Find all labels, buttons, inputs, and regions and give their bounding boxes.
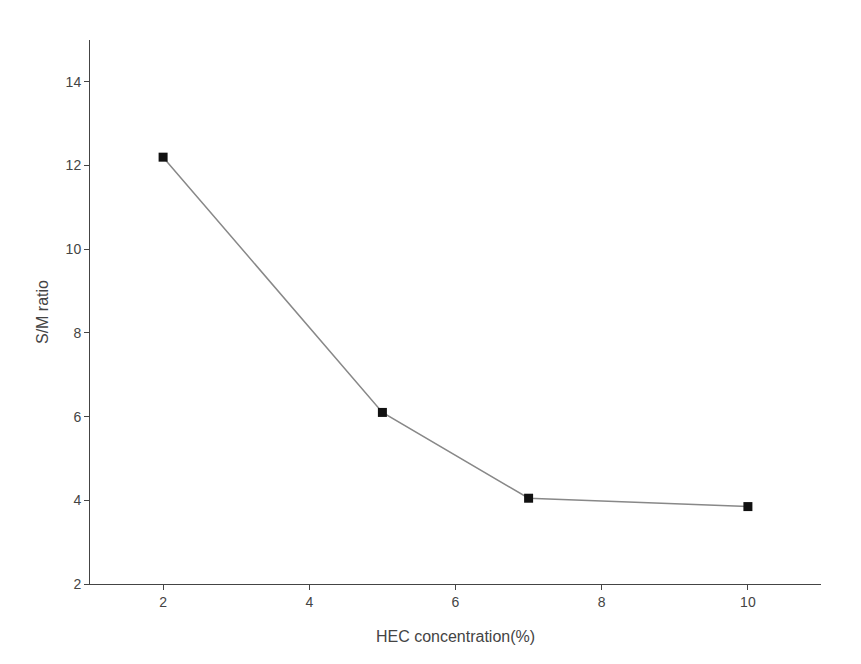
svg-text:4: 4 bbox=[73, 492, 81, 508]
svg-text:10: 10 bbox=[66, 241, 82, 257]
svg-text:12: 12 bbox=[66, 157, 82, 173]
svg-text:2: 2 bbox=[159, 594, 167, 610]
svg-text:6: 6 bbox=[452, 594, 460, 610]
svg-text:6: 6 bbox=[73, 409, 81, 425]
svg-text:4: 4 bbox=[305, 594, 313, 610]
svg-text:2: 2 bbox=[73, 576, 81, 592]
svg-text:14: 14 bbox=[66, 74, 82, 90]
svg-text:S/M ratio: S/M ratio bbox=[34, 280, 51, 344]
svg-text:HEC concentration(%): HEC concentration(%) bbox=[376, 628, 535, 645]
svg-text:8: 8 bbox=[73, 325, 81, 341]
svg-text:10: 10 bbox=[740, 594, 756, 610]
svg-text:8: 8 bbox=[598, 594, 606, 610]
